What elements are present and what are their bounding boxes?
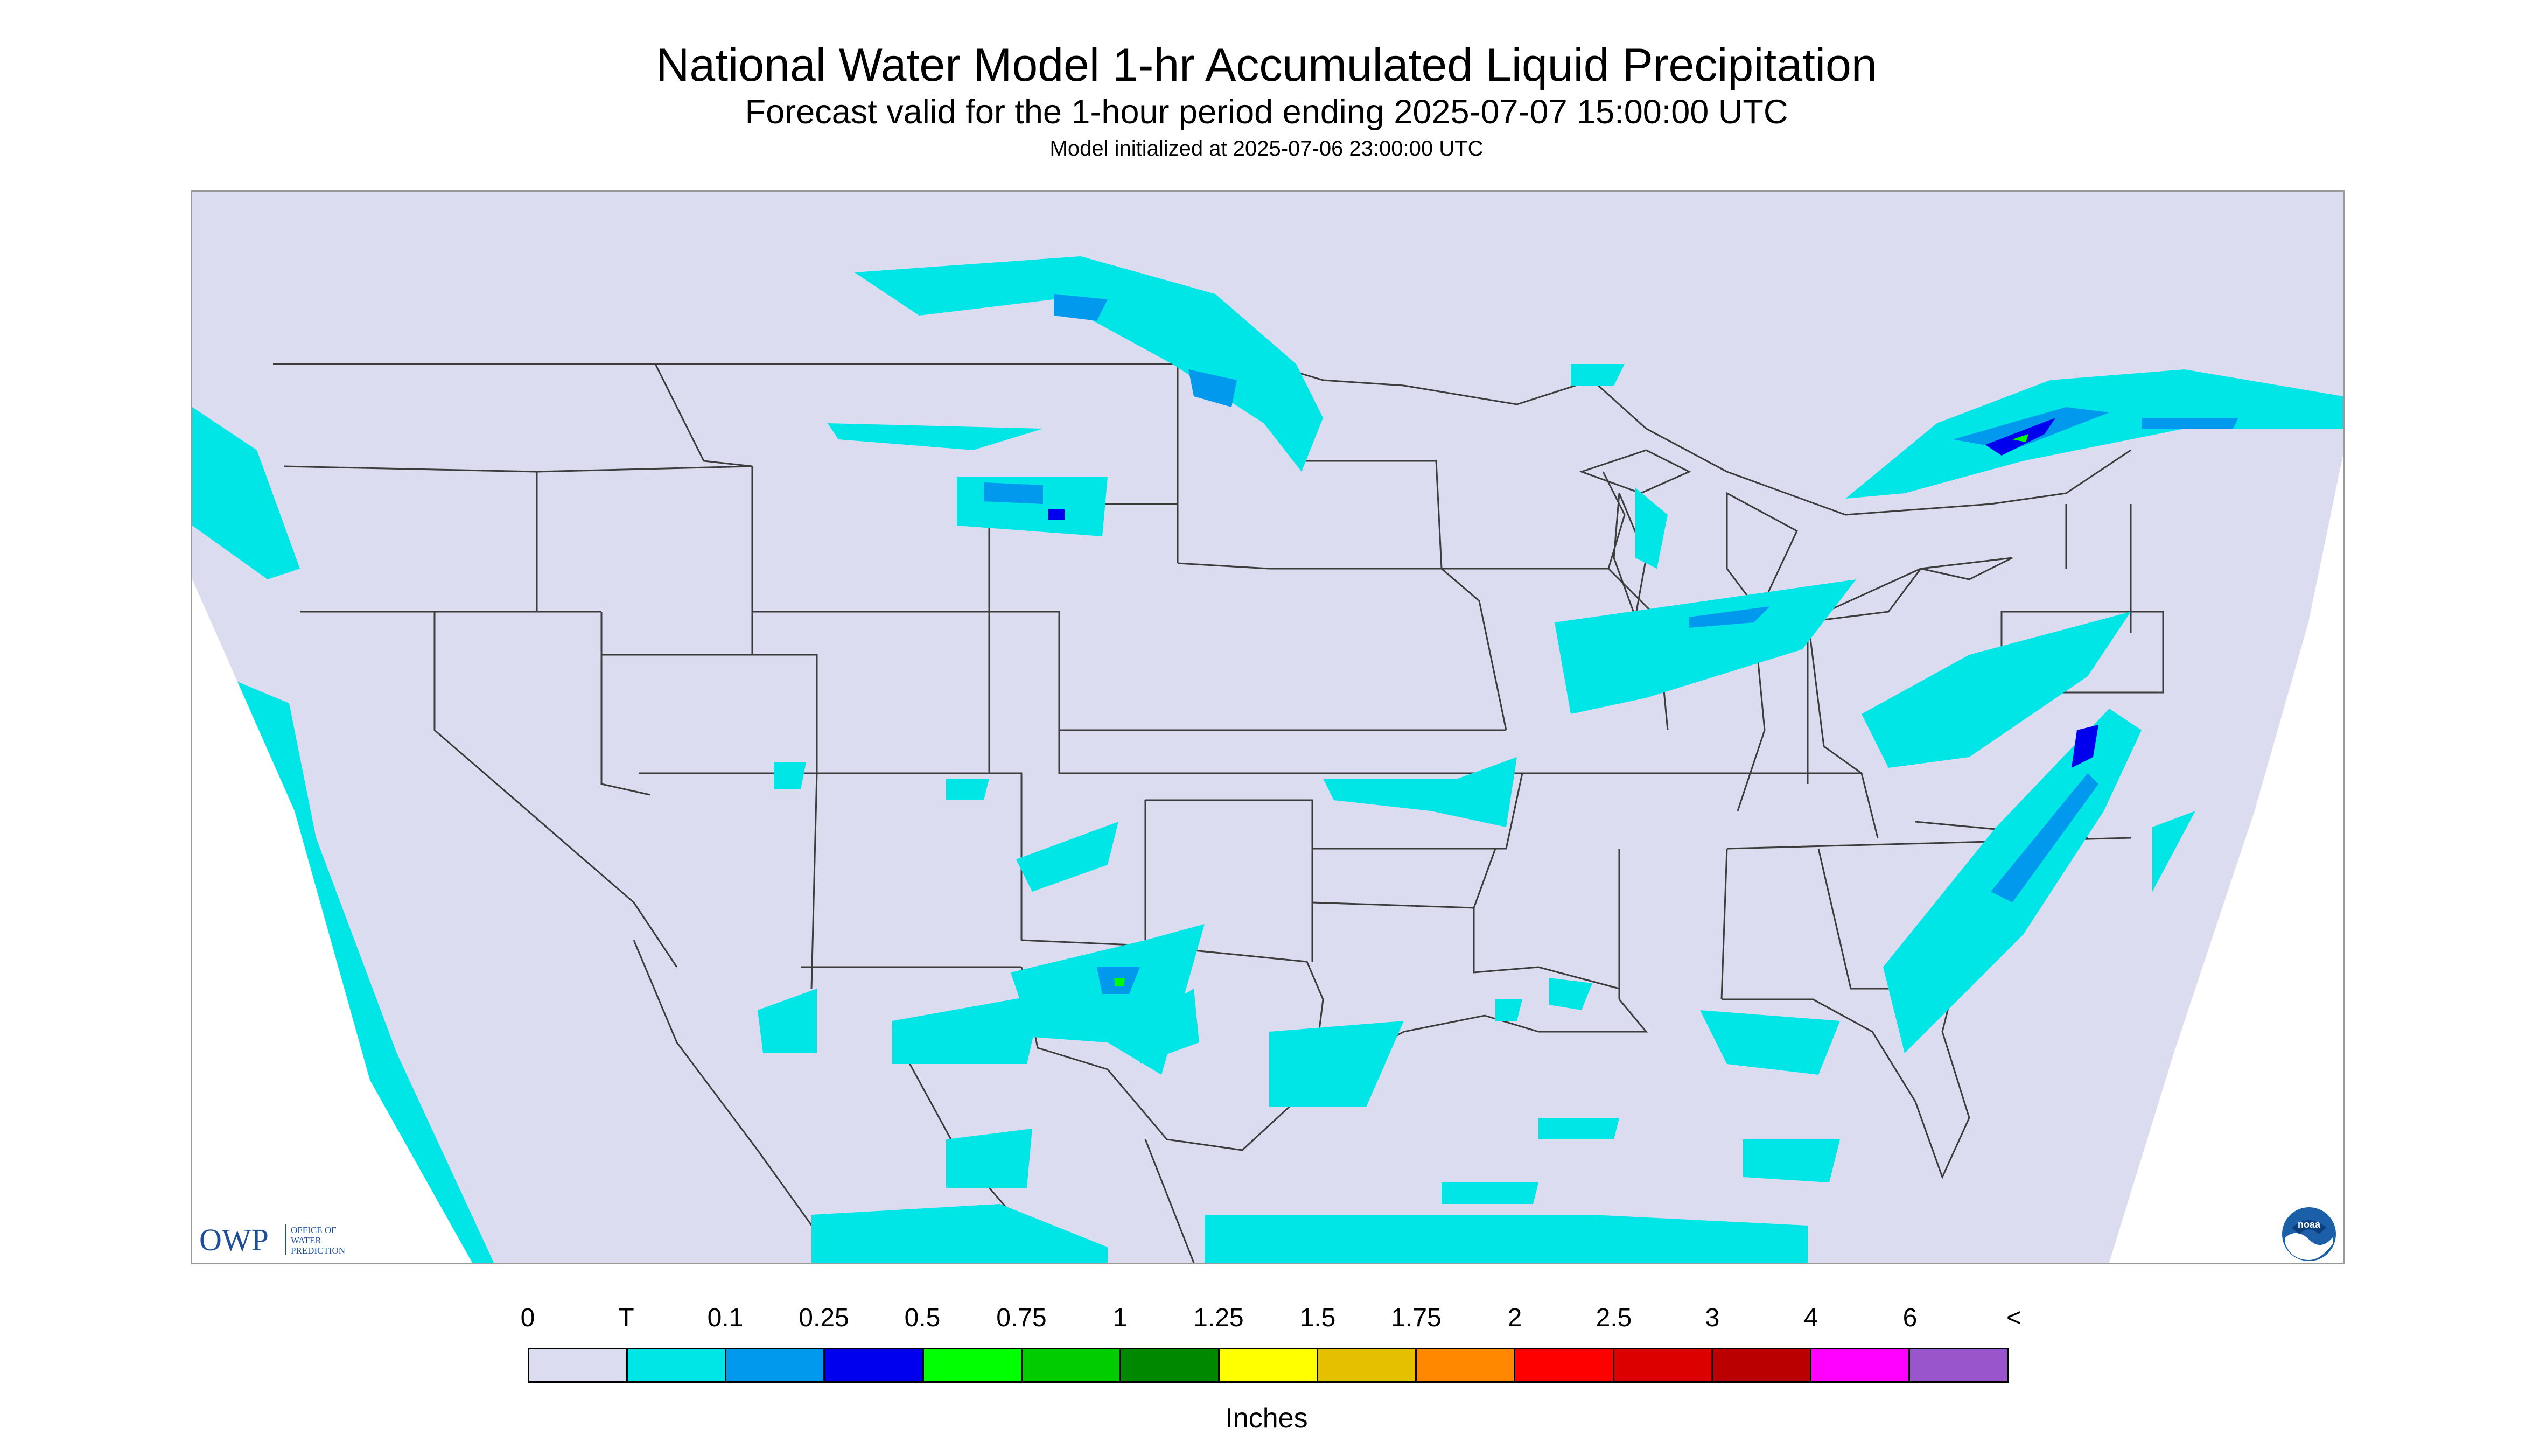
legend-tick: 0.25 [799, 1304, 849, 1332]
legend-tick: < [2006, 1304, 2022, 1332]
map-canvas [192, 192, 2343, 1263]
precipitation-map [191, 190, 2345, 1264]
legend-swatch [1712, 1349, 1811, 1381]
legend-swatch [1219, 1349, 1319, 1381]
outside-domain-east [2109, 456, 2343, 1263]
legend-swatch [1515, 1349, 1614, 1381]
legend-swatch [825, 1349, 924, 1381]
legend-tick: T [618, 1304, 634, 1332]
legend-swatch [1121, 1349, 1220, 1381]
legend-swatch [1909, 1349, 2007, 1381]
legend-swatch [628, 1349, 727, 1381]
legend-ticks: 0 T 0.1 0.25 0.5 0.75 1 1.25 1.5 1.75 2 … [0, 1303, 2533, 1341]
owp-logo-mark: OWP [199, 1222, 269, 1257]
legend-swatch [923, 1349, 1023, 1381]
legend-swatch [1614, 1349, 1713, 1381]
map-title: National Water Model 1-hr Accumulated Li… [656, 39, 1877, 91]
legend-tick: 3 [1705, 1304, 1720, 1332]
legend-swatch [726, 1349, 825, 1381]
legend-units: Inches [1225, 1403, 1308, 1434]
legend-tick: 0.1 [707, 1304, 744, 1332]
legend-swatch [1417, 1349, 1516, 1381]
legend-tick: 1.75 [1391, 1304, 1442, 1332]
legend-tick: 1 [1112, 1304, 1128, 1332]
legend-tick: 6 [1902, 1304, 1918, 1332]
noaa-logo-mark: noaa [2298, 1219, 2321, 1230]
legend-tick: 0.5 [904, 1304, 941, 1332]
model-domain [192, 192, 2343, 1263]
legend-tick: 4 [1803, 1304, 1818, 1332]
noaa-logo: noaa [2281, 1206, 2337, 1262]
model-init-line: Model initialized at 2025-07-06 23:00:00… [1049, 137, 1484, 160]
legend-swatch [1811, 1349, 1910, 1381]
owp-logo-line-3: PREDICTION [291, 1245, 345, 1256]
legend-tick: 0 [520, 1304, 535, 1332]
legend-tick: 2 [1507, 1304, 1522, 1332]
legend-tick: 1.25 [1193, 1304, 1244, 1332]
legend-swatch [529, 1349, 628, 1381]
legend-swatch [1318, 1349, 1417, 1381]
legend-swatch [1022, 1349, 1121, 1381]
legend-tick: 2.5 [1596, 1304, 1632, 1332]
outside-domain-west [192, 579, 472, 1263]
owp-logo: OWP OFFICE OF WATER PREDICTION [199, 1220, 377, 1258]
owp-logo-line-1: OFFICE OF [291, 1225, 337, 1235]
forecast-valid-subtitle: Forecast valid for the 1-hour period end… [745, 93, 1788, 131]
legend-tick: 1.5 [1299, 1304, 1336, 1332]
legend-colorbar [528, 1348, 2009, 1383]
owp-logo-line-2: WATER [291, 1235, 321, 1245]
legend-tick: 0.75 [996, 1304, 1047, 1332]
